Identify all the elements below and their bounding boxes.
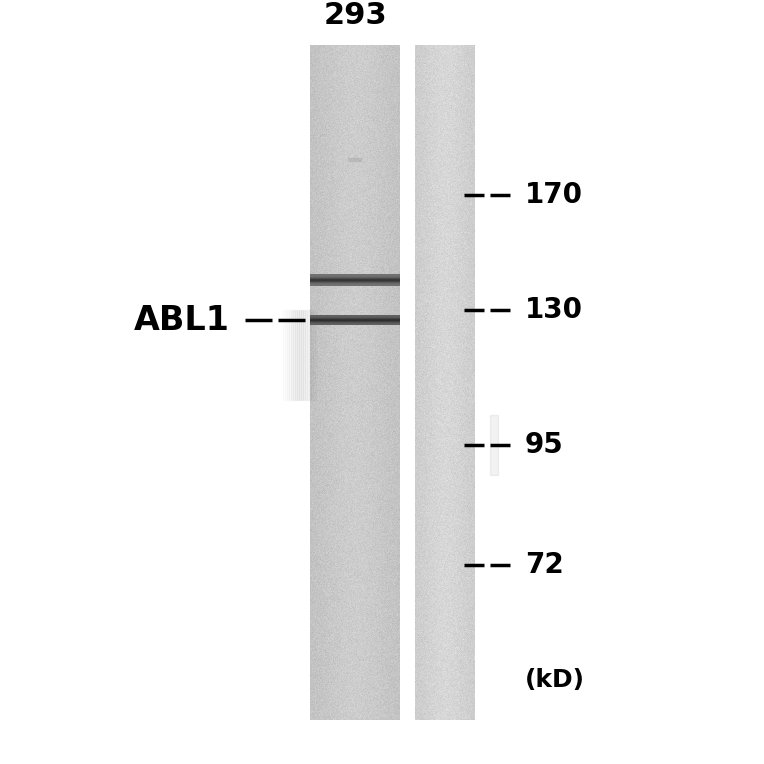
Text: 72: 72 bbox=[525, 551, 564, 579]
Text: (kD): (kD) bbox=[525, 668, 585, 692]
Text: 293: 293 bbox=[323, 1, 387, 30]
Text: 95: 95 bbox=[525, 431, 564, 459]
Text: ABL1: ABL1 bbox=[134, 303, 230, 336]
Text: 130: 130 bbox=[525, 296, 583, 324]
Text: 170: 170 bbox=[525, 181, 583, 209]
